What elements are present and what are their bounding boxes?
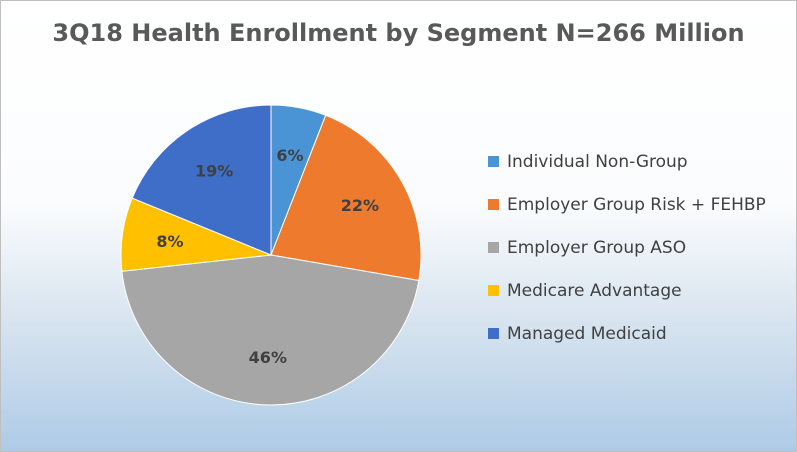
legend-swatch	[488, 242, 499, 253]
legend-swatch	[488, 156, 499, 167]
legend-item-employer-group-aso: Employer Group ASO	[488, 226, 766, 269]
legend-label: Managed Medicaid	[507, 323, 667, 344]
legend-item-medicare-advantage: Medicare Advantage	[488, 269, 766, 312]
legend-item-managed-medicaid: Managed Medicaid	[488, 312, 766, 355]
pie-slice-managed-medicaid	[131, 104, 272, 256]
legend-label: Employer Group Risk + FEHBP	[507, 194, 766, 215]
data-label-employer-group-aso: 46%	[249, 348, 287, 367]
pie-slice-employer-group-aso	[121, 254, 420, 406]
legend-swatch	[488, 199, 499, 210]
chart-legend: Individual Non-Group Employer Group Risk …	[488, 140, 766, 355]
data-label-individual-non-group: 6%	[276, 146, 303, 165]
data-label-employer-group-risk-fehbp: 22%	[341, 196, 379, 215]
legend-label: Medicare Advantage	[507, 280, 682, 301]
legend-label: Individual Non-Group	[507, 151, 688, 172]
chart-title: 3Q18 Health Enrollment by Segment N=266 …	[52, 19, 745, 47]
data-label-medicare-advantage: 8%	[156, 232, 183, 251]
legend-item-individual-non-group: Individual Non-Group	[488, 140, 766, 183]
data-label-managed-medicaid: 19%	[195, 161, 233, 180]
legend-label: Employer Group ASO	[507, 237, 687, 258]
pie-slice-employer-group-risk-fehbp	[270, 114, 422, 282]
legend-item-employer-group-risk-fehbp: Employer Group Risk + FEHBP	[488, 183, 766, 226]
legend-swatch	[488, 285, 499, 296]
legend-swatch	[488, 328, 499, 339]
